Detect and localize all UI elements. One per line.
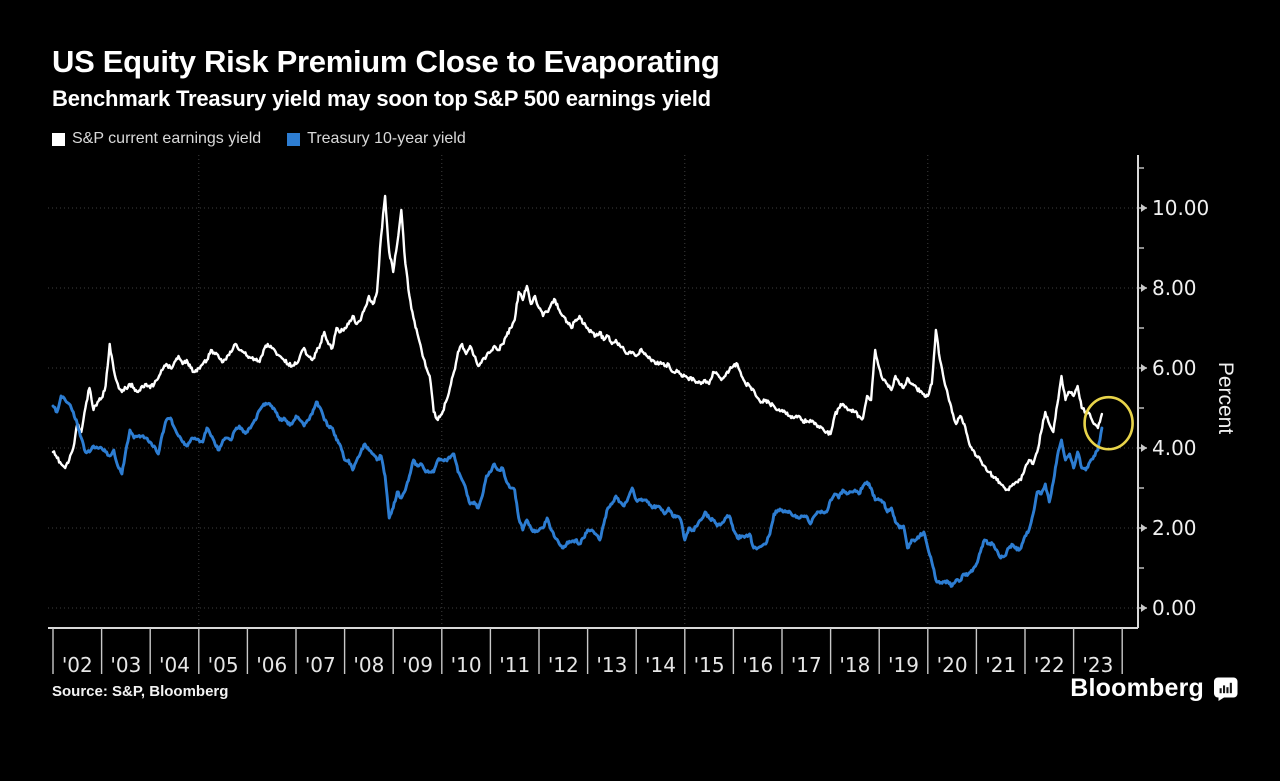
svg-text:10.00: 10.00 bbox=[1152, 196, 1209, 220]
svg-text:'03: '03 bbox=[110, 653, 141, 677]
svg-text:'13: '13 bbox=[596, 653, 627, 677]
svg-text:'11: '11 bbox=[499, 653, 530, 677]
bloomberg-branding: Bloomberg bbox=[1070, 674, 1238, 703]
svg-text:'07: '07 bbox=[305, 653, 336, 677]
svg-text:'10: '10 bbox=[451, 653, 482, 677]
bloomberg-wordmark: Bloomberg bbox=[1070, 674, 1204, 702]
svg-text:'18: '18 bbox=[839, 653, 870, 677]
svg-text:'02: '02 bbox=[62, 653, 93, 677]
treasury-yield-swatch-icon bbox=[287, 132, 301, 146]
svg-text:'16: '16 bbox=[742, 653, 773, 677]
convergence-highlight-circle bbox=[1083, 395, 1134, 451]
legend: S&P current earnings yield Treasury 10-y… bbox=[52, 130, 466, 148]
page-subtitle: Benchmark Treasury yield may soon top S&… bbox=[52, 86, 711, 111]
svg-text:4.00: 4.00 bbox=[1152, 436, 1197, 460]
legend-label: Treasury 10-year yield bbox=[307, 130, 466, 147]
svg-text:'15: '15 bbox=[694, 653, 725, 677]
svg-text:8.00: 8.00 bbox=[1152, 276, 1197, 300]
svg-text:'09: '09 bbox=[402, 653, 433, 677]
legend-label: S&P current earnings yield bbox=[72, 130, 262, 147]
svg-text:6.00: 6.00 bbox=[1152, 356, 1197, 380]
svg-text:'19: '19 bbox=[888, 653, 919, 677]
svg-text:Percent: Percent bbox=[1214, 362, 1237, 435]
bloomberg-terminal-icon bbox=[1214, 677, 1238, 701]
svg-text:'21: '21 bbox=[985, 653, 1016, 677]
svg-text:'17: '17 bbox=[791, 653, 822, 677]
svg-text:'22: '22 bbox=[1034, 653, 1065, 677]
svg-text:0.00: 0.00 bbox=[1152, 596, 1197, 620]
svg-text:'06: '06 bbox=[256, 653, 287, 677]
svg-text:2.00: 2.00 bbox=[1152, 516, 1197, 540]
svg-text:'23: '23 bbox=[1082, 653, 1113, 677]
legend-item-sp-earnings-yield: S&P current earnings yield bbox=[52, 130, 261, 148]
svg-text:'04: '04 bbox=[159, 653, 190, 677]
svg-text:'12: '12 bbox=[548, 653, 579, 677]
legend-item-treasury-yield: Treasury 10-year yield bbox=[287, 130, 466, 148]
svg-text:'05: '05 bbox=[208, 653, 239, 677]
page-title: US Equity Risk Premium Close to Evaporat… bbox=[52, 44, 720, 79]
svg-text:'20: '20 bbox=[937, 653, 968, 677]
svg-text:'08: '08 bbox=[353, 653, 384, 677]
svg-text:'14: '14 bbox=[645, 653, 676, 677]
source-note: Source: S&P, Bloomberg bbox=[52, 683, 229, 700]
sp-earnings-yield-swatch-icon bbox=[52, 132, 65, 146]
